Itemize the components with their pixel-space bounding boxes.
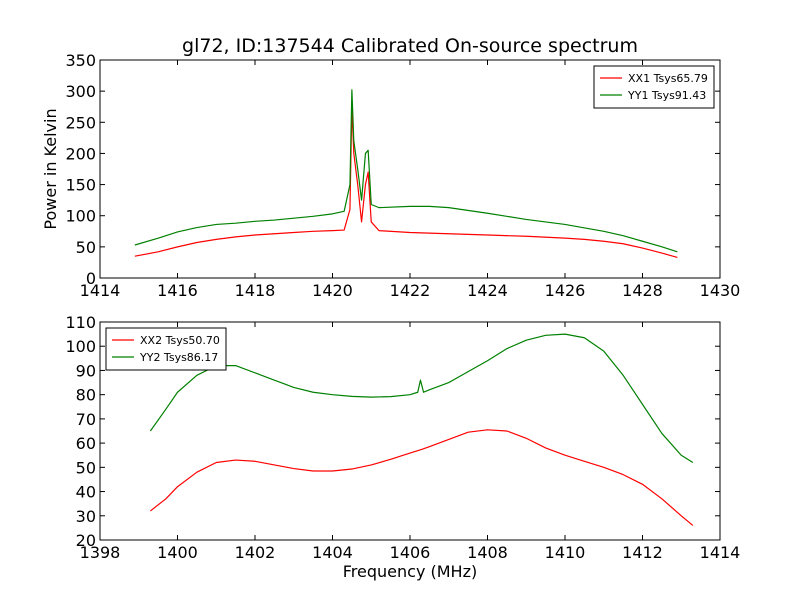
- series-line-1-1: [134, 106, 678, 259]
- series-line-1-2: [134, 89, 678, 253]
- y-tick-label: 80: [76, 386, 96, 405]
- x-tick-label: 1430: [700, 281, 741, 300]
- x-tick-label: 1420: [312, 281, 353, 300]
- y-tick-label: 300: [65, 82, 96, 101]
- y-tick-label: 70: [76, 410, 96, 429]
- legend-box: [105, 327, 227, 371]
- y-tick-label: 250: [65, 113, 96, 132]
- x-tick-label: 1414: [80, 281, 121, 300]
- x-tick-label: 1404: [312, 543, 353, 562]
- y-tick-label: 40: [76, 483, 96, 502]
- legend-label: XX2 Tsys50.70: [140, 334, 220, 347]
- y-axis-label: Power in Kelvin: [41, 108, 60, 229]
- chart-title: gl72, ID:137544 Calibrated On-source spe…: [182, 35, 638, 57]
- y-tick-label: 90: [76, 361, 96, 380]
- subplot-1: 1414 1416 1418 1420 1422 1424 1426 1428 1430 0 50 1…: [41, 35, 740, 300]
- x-tick-label: 1418: [235, 281, 276, 300]
- x-tick-label: 1402: [235, 543, 276, 562]
- x-tick-label: 1422: [390, 281, 431, 300]
- x-tick-label: 1424: [467, 281, 508, 300]
- y-tick-label: 50: [76, 238, 96, 257]
- x-tick-label: 1398: [80, 543, 121, 562]
- x-tick-label: 1410: [545, 543, 586, 562]
- x-tick-label: 1428: [622, 281, 663, 300]
- x-tick-label: 1412: [622, 543, 663, 562]
- y-tick-label: 350: [65, 51, 96, 70]
- x-tick-label: 1416: [157, 281, 198, 300]
- y-tick-label: 0: [86, 269, 96, 288]
- y-tick-label: 200: [65, 144, 96, 163]
- y-tick-label: 100: [65, 207, 96, 226]
- y-tick-label: 50: [76, 458, 96, 477]
- legend-box: [593, 65, 715, 109]
- legend-label: YY2 Tsys86.17: [139, 351, 218, 364]
- y-tick-label: 20: [76, 531, 96, 550]
- y-tick-label: 150: [65, 176, 96, 195]
- subplot-2: 1398 1400 1402 1404 1406 1408 1410 1412 1414 20 30…: [65, 313, 740, 581]
- series-line-2-1: [150, 429, 694, 526]
- x-tick-label: 1408: [467, 543, 508, 562]
- x-tick-label: 1414: [700, 543, 741, 562]
- y-tick-label: 100: [65, 337, 96, 356]
- x-tick-label: 1426: [545, 281, 586, 300]
- legend-label: YY1 Tsys91.43: [627, 89, 706, 102]
- y-tick-label: 30: [76, 507, 96, 526]
- x-tick-label: 1406: [390, 543, 431, 562]
- y-tick-label: 110: [65, 313, 96, 332]
- legend: XX2 Tsys50.70 YY2 Tsys86.17: [105, 327, 227, 371]
- legend-label: XX1 Tsys65.79: [628, 72, 708, 85]
- x-tick-label: 1400: [157, 543, 198, 562]
- series-line-2-2: [149, 333, 694, 463]
- x-axis-label: Frequency (MHz): [343, 562, 477, 581]
- legend: XX1 Tsys65.79 YY1 Tsys91.43: [593, 65, 715, 109]
- y-tick-label: 60: [76, 434, 96, 453]
